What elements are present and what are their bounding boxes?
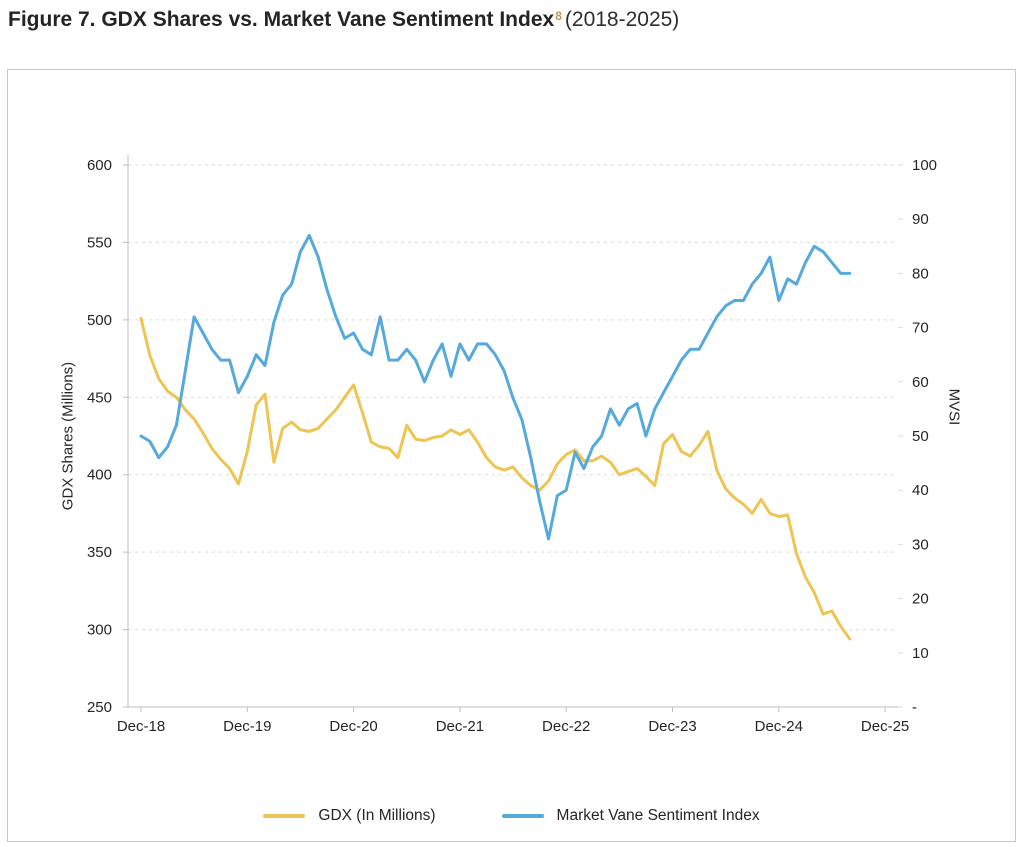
- right-axis-tick-label: 70: [912, 320, 929, 337]
- gdx-line-swatch-icon: [263, 814, 306, 818]
- left-axis-tick-label: 250: [87, 699, 112, 716]
- left-axis-tick-label: 400: [87, 467, 112, 484]
- x-axis-tick-label: Dec-19: [223, 718, 271, 735]
- left-axis-tick-label: 300: [87, 622, 112, 639]
- right-axis-tick-label: 100: [912, 157, 937, 174]
- right-axis-tick-label: 40: [912, 482, 929, 499]
- mvsi-line-swatch-icon: [501, 814, 544, 818]
- x-axis-tick-label: Dec-24: [755, 718, 803, 735]
- right-axis-tick-label: 30: [912, 536, 929, 553]
- figure-title-text: Figure 7. GDX Shares vs. Market Vane Sen…: [8, 8, 555, 31]
- x-axis-tick-label: Dec-20: [329, 718, 377, 735]
- figure-title-year-range: (2018-2025): [564, 8, 680, 31]
- right-axis-tick-label: 80: [912, 265, 929, 282]
- x-axis-tick-label: Dec-21: [436, 718, 484, 735]
- x-axis-tick-label: Dec-23: [648, 718, 696, 735]
- mvsi-series-line: [139, 234, 852, 541]
- right-axis-tick-label: 90: [912, 211, 929, 228]
- x-axis-tick-label: Dec-18: [117, 718, 165, 735]
- dual-axis-line-chart: 600 550 500 450 400 350 300 250 100 90 80 70 60 50 40 3…: [87, 155, 937, 735]
- chart-figure-box: 600 550 500 450 400 350 300 250 100 90 80 70 60 50 40 3…: [7, 69, 1016, 842]
- left-axis-tick-label: 350: [87, 544, 112, 561]
- right-axis-tick-label: -: [912, 699, 917, 716]
- figure-title-footnote-superscript: 8: [555, 9, 562, 23]
- left-axis-tick-label: 600: [87, 157, 112, 174]
- legend-item-gdx: GDX (In Millions): [263, 807, 436, 825]
- figure-title: Figure 7. GDX Shares vs. Market Vane Sen…: [8, 6, 679, 34]
- gdx-series-line: [139, 316, 852, 641]
- left-axis-title: GDX Shares (Millions): [59, 361, 77, 511]
- legend-label-gdx: GDX (In Millions): [318, 807, 436, 824]
- chart-legend: GDX (In Millions) Market Vane Sentiment …: [8, 807, 1015, 825]
- right-axis-tick-label: 10: [912, 645, 929, 662]
- right-axis-title: MVSI: [945, 388, 963, 426]
- left-axis-tick-label: 500: [87, 312, 112, 329]
- right-axis-tick-label: 20: [912, 591, 929, 608]
- legend-item-mvsi: Market Vane Sentiment Index: [501, 807, 760, 825]
- x-axis-tick-label: Dec-22: [542, 718, 590, 735]
- right-axis-tick-label: 60: [912, 374, 929, 391]
- legend-label-mvsi: Market Vane Sentiment Index: [556, 807, 760, 824]
- right-axis-tick-label: 50: [912, 428, 929, 445]
- x-axis-tick-label: Dec-25: [861, 718, 909, 735]
- left-axis-tick-label: 550: [87, 234, 112, 251]
- left-axis-tick-label: 450: [87, 389, 112, 406]
